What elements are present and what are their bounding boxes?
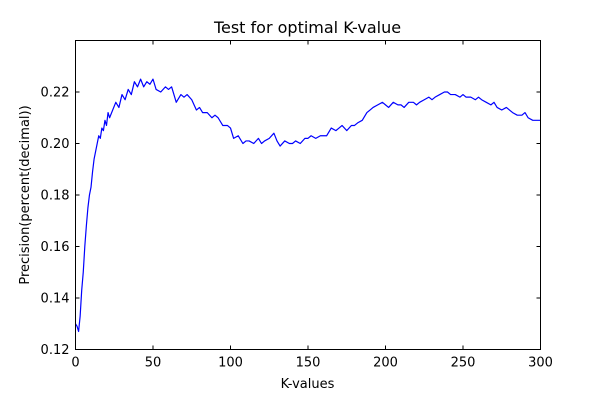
x-axis-ticks: 0 50 100 150 200 250 300 xyxy=(71,40,553,371)
y-axis-label: Precision(percent(decimal)) xyxy=(18,105,33,284)
x-tick-label: 150 xyxy=(296,356,321,371)
x-tick-label: 200 xyxy=(373,356,398,371)
x-tick-label: 300 xyxy=(528,356,553,371)
y-axis-ticks: 0.12 0.14 0.16 0.18 0.20 0.22 xyxy=(41,86,541,358)
chart-title: Test for optimal K-value xyxy=(213,18,401,37)
y-tick-label: 0.20 xyxy=(41,137,70,152)
x-tick-label: 0 xyxy=(71,356,79,371)
series-line-precision xyxy=(74,78,541,333)
y-tick-label: 0.18 xyxy=(41,189,70,204)
y-tick-label: 0.14 xyxy=(41,292,70,307)
plot-frame xyxy=(75,40,541,350)
x-tick-label: 100 xyxy=(218,356,243,371)
y-tick-label: 0.12 xyxy=(41,343,70,358)
x-tick-label: 50 xyxy=(145,356,162,371)
series-layer xyxy=(74,78,541,333)
x-axis-label: K-values xyxy=(281,377,335,392)
y-tick-label: 0.22 xyxy=(41,86,70,101)
y-tick-label: 0.16 xyxy=(41,240,70,255)
x-tick-label: 250 xyxy=(451,356,476,371)
